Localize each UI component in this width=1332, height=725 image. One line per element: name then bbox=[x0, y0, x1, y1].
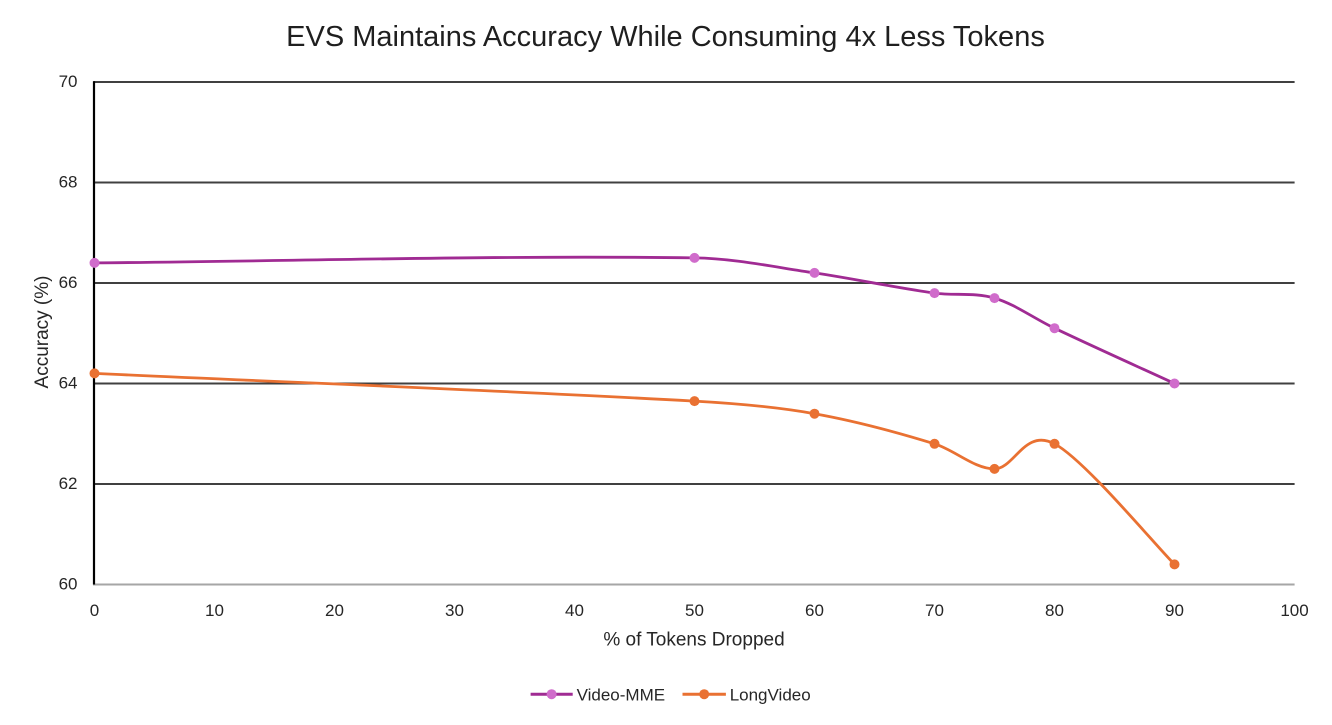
svg-text:60: 60 bbox=[805, 601, 824, 620]
svg-text:40: 40 bbox=[565, 601, 584, 620]
svg-text:62: 62 bbox=[59, 474, 78, 493]
svg-text:70: 70 bbox=[59, 72, 78, 91]
svg-text:100: 100 bbox=[1280, 601, 1308, 620]
svg-text:50: 50 bbox=[685, 601, 704, 620]
svg-text:20: 20 bbox=[325, 601, 344, 620]
svg-text:60: 60 bbox=[59, 575, 78, 594]
svg-text:64: 64 bbox=[59, 374, 78, 393]
svg-text:0: 0 bbox=[90, 601, 99, 620]
svg-text:80: 80 bbox=[1045, 601, 1064, 620]
svg-text:EVS Maintains Accuracy While C: EVS Maintains Accuracy While Consuming 4… bbox=[286, 21, 1045, 53]
svg-text:Video-MME: Video-MME bbox=[577, 685, 666, 704]
svg-text:% of Tokens Dropped: % of Tokens Dropped bbox=[603, 629, 784, 650]
svg-text:30: 30 bbox=[445, 601, 464, 620]
svg-text:Accuracy (%): Accuracy (%) bbox=[32, 276, 53, 389]
svg-text:90: 90 bbox=[1165, 601, 1184, 620]
svg-text:LongVideo: LongVideo bbox=[730, 685, 811, 704]
svg-text:66: 66 bbox=[59, 273, 78, 292]
svg-text:10: 10 bbox=[205, 601, 224, 620]
svg-text:70: 70 bbox=[925, 601, 944, 620]
svg-text:68: 68 bbox=[59, 173, 78, 192]
